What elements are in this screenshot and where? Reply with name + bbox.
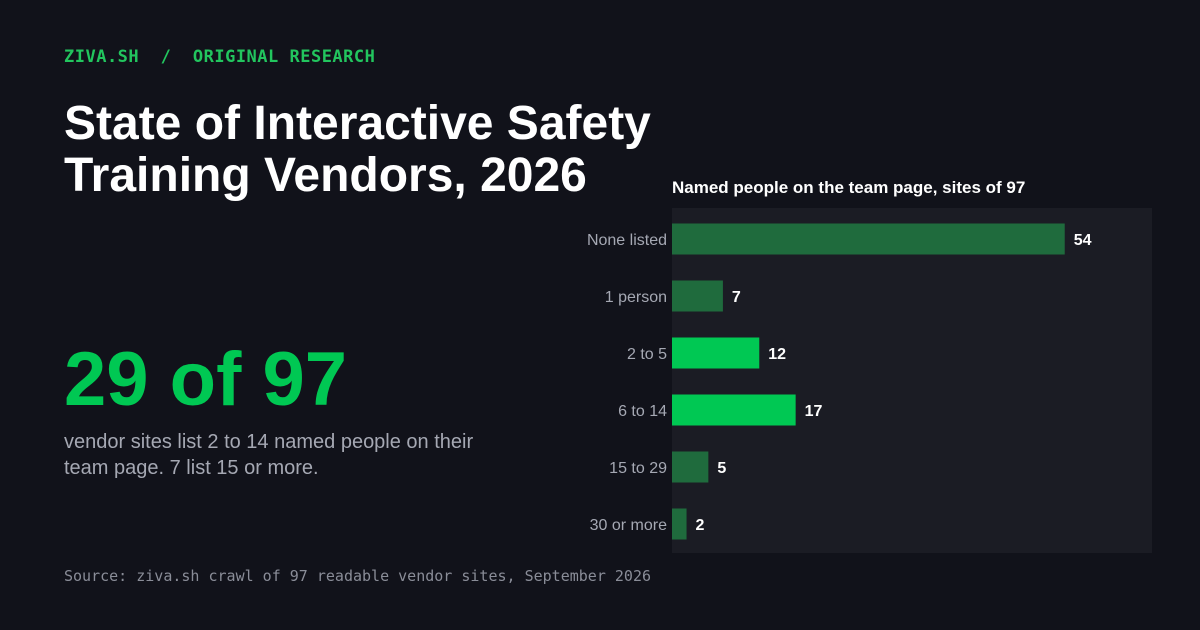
bar <box>672 451 709 483</box>
category-label: 30 or more <box>590 517 667 534</box>
category-label: 2 to 5 <box>627 346 667 363</box>
bar <box>672 394 796 426</box>
brand-name: ZIVA.SH <box>64 47 140 67</box>
bar <box>672 280 723 312</box>
chart-panel <box>672 208 1152 553</box>
value-label: 7 <box>732 289 741 306</box>
highlight-caption: vendor sites list 2 to 14 named people o… <box>64 431 474 479</box>
bar <box>672 223 1065 255</box>
bar-chart: None listed 54 1 person 7 2 to 5 12 6 to 14 17 1… <box>587 208 1152 553</box>
value-label: 17 <box>805 403 823 420</box>
value-label: 12 <box>768 346 786 363</box>
category-label: None listed <box>587 232 667 249</box>
value-label: 2 <box>696 517 705 534</box>
category-label: 6 to 14 <box>618 403 667 420</box>
value-label: 5 <box>717 460 726 477</box>
kicker: ZIVA.SH / ORIGINAL RESEARCH <box>64 47 375 67</box>
source-note: Source: ziva.sh crawl of 97 readable ven… <box>64 567 651 585</box>
section-label: ORIGINAL RESEARCH <box>192 47 376 67</box>
bar <box>672 508 687 540</box>
category-label: 15 to 29 <box>609 460 667 477</box>
page-title: State of Interactive Safety Training Ven… <box>64 97 651 202</box>
value-label: 54 <box>1074 232 1092 249</box>
chart-title: Named people on the team page, sites of … <box>672 178 1026 197</box>
bar <box>672 337 760 369</box>
highlight-number: 29 of 97 <box>64 337 348 422</box>
category-label: 1 person <box>605 289 667 306</box>
kicker-separator: / <box>160 47 172 67</box>
